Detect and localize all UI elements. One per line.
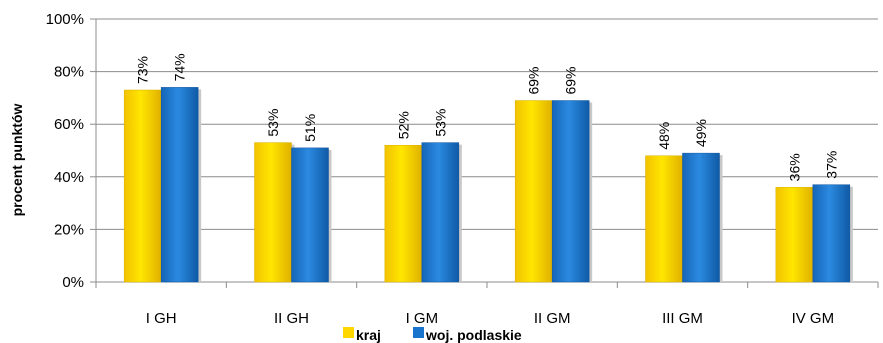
bars bbox=[123, 87, 853, 283]
legend: kraj woj. podlaskie bbox=[343, 327, 522, 343]
y-tick-label: 40% bbox=[54, 169, 84, 186]
bar-kraj bbox=[123, 89, 162, 283]
x-tick-label: I GM bbox=[406, 310, 439, 327]
y-tick-label: 100% bbox=[46, 11, 84, 28]
bar-woj-podlaskie bbox=[291, 147, 329, 283]
bar-woj-podlaskie bbox=[551, 100, 590, 283]
data-label: 69% bbox=[563, 66, 579, 94]
data-label: 37% bbox=[823, 151, 839, 179]
data-label: 36% bbox=[786, 153, 802, 181]
bar-woj-podlaskie bbox=[812, 184, 851, 283]
data-label: 53% bbox=[432, 109, 448, 137]
y-tick-label: 0% bbox=[62, 274, 84, 291]
data-labels: 73% 74% 53% 51% 52% 53% 69% 69% 48% 49% 36% 37% bbox=[135, 53, 840, 181]
y-tick-label: 20% bbox=[54, 221, 84, 238]
legend-swatch-kraj bbox=[343, 327, 354, 338]
x-tick-label: III GM bbox=[662, 310, 703, 327]
data-label: 69% bbox=[526, 66, 542, 94]
bar-kraj bbox=[645, 155, 683, 283]
legend-label-kraj: kraj bbox=[356, 327, 381, 343]
data-label: 48% bbox=[656, 122, 672, 150]
x-tick-label: II GM bbox=[534, 310, 571, 327]
legend-swatch-woj-podlaskie bbox=[413, 327, 424, 338]
x-tick-label: IV GM bbox=[792, 310, 835, 327]
data-label: 49% bbox=[693, 119, 709, 147]
data-label: 73% bbox=[135, 56, 151, 84]
y-tick-label: 60% bbox=[54, 116, 84, 133]
x-tick-label: II GH bbox=[274, 310, 309, 327]
bar-woj-podlaskie bbox=[682, 152, 720, 283]
data-label: 74% bbox=[172, 53, 188, 81]
bar-kraj bbox=[384, 144, 423, 283]
axes: 0% 20% 40% 60% 80% 100% I GH II GH I GM II GM III … bbox=[46, 11, 879, 327]
data-label: 51% bbox=[302, 114, 318, 142]
legend-label-woj-podlaskie: woj. podlaskie bbox=[425, 327, 522, 343]
x-tick-label: I GH bbox=[146, 310, 177, 327]
data-label: 52% bbox=[395, 111, 411, 139]
bar-kraj bbox=[254, 142, 292, 283]
bar-kraj bbox=[775, 187, 814, 283]
y-axis-label: procent punktów bbox=[9, 104, 25, 217]
data-label: 53% bbox=[265, 109, 281, 137]
bar-kraj bbox=[514, 100, 553, 283]
y-tick-label: 80% bbox=[54, 64, 84, 81]
bar-woj-podlaskie bbox=[421, 142, 460, 283]
bar-woj-podlaskie bbox=[160, 87, 199, 283]
gridlines bbox=[96, 18, 878, 230]
